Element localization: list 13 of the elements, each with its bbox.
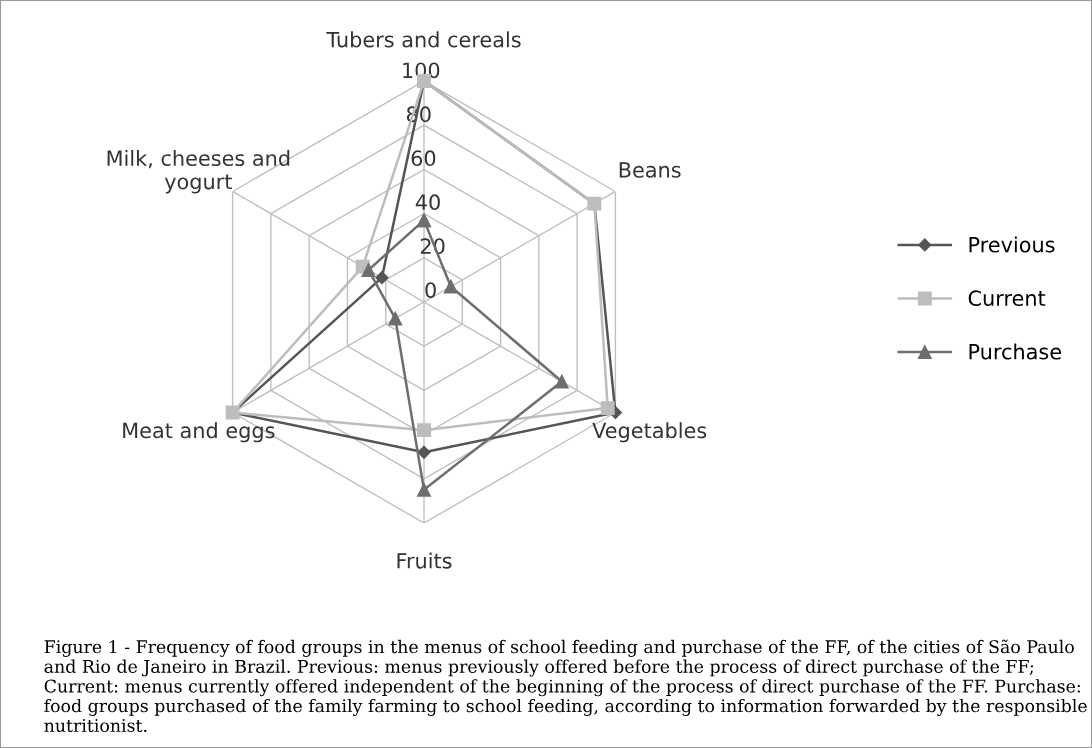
spoke-label: Beans xyxy=(619,162,681,178)
spoke-label: Vegetables xyxy=(592,422,707,443)
caption: Figure 1 - Frequency of food groups in the menus of school feeding and purchase of the FF, of the cities of São Paulo and Rio de Janeiro in Brazil. Previous: menus previously offered before the process of direct purchase of the FF; Current: menus currently offered independent of the beginning of the process of direct purchase of the FF. Purchase: food groups purchased of the family farming to school feeding, according to information forwarded by the responsible nutritionist. xyxy=(44,639,1087,733)
y-tick-label: 60 xyxy=(411,150,436,167)
spoke-label: Fruits xyxy=(397,552,452,569)
spoke-label: Milk, cheeses and yogurt xyxy=(107,149,290,194)
legend-label: Previous xyxy=(969,236,1055,253)
y-tick-label: 40 xyxy=(415,194,440,211)
spoke-label: Tubers and cereals xyxy=(326,31,521,48)
y-tick-label: 0 xyxy=(425,282,436,298)
legend-label: Current xyxy=(968,290,1046,307)
legend-label: Purchase xyxy=(969,343,1061,360)
spoke-label: Meat and eggs xyxy=(123,422,275,443)
